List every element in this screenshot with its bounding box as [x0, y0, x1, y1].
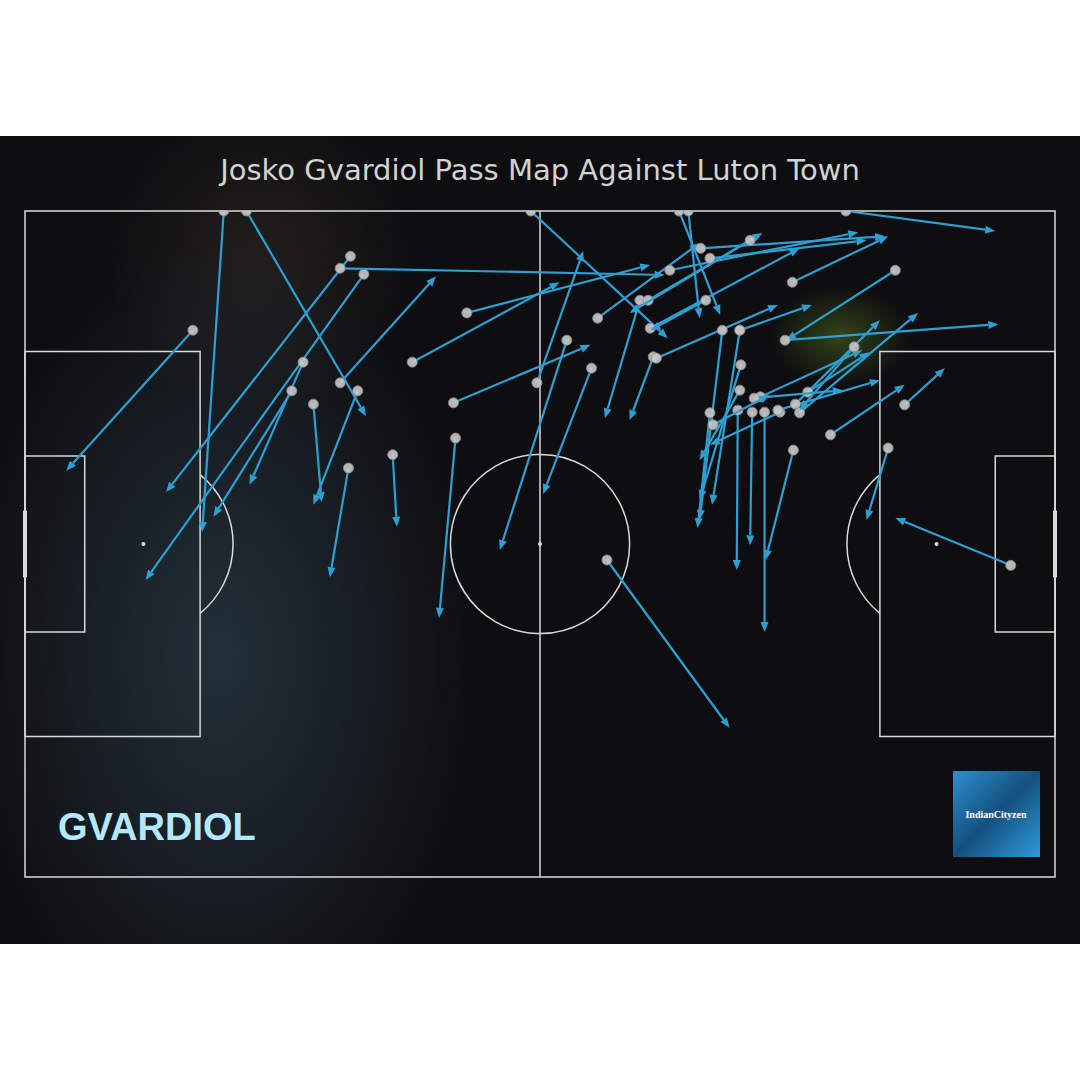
- svg-text:Josko Gvardiol Pass Map Agains: Josko Gvardiol Pass Map Against Luton To…: [218, 153, 860, 187]
- svg-text:IndianCityzen: IndianCityzen: [965, 809, 1027, 820]
- svg-text:GVARDIOL: GVARDIOL: [58, 806, 256, 848]
